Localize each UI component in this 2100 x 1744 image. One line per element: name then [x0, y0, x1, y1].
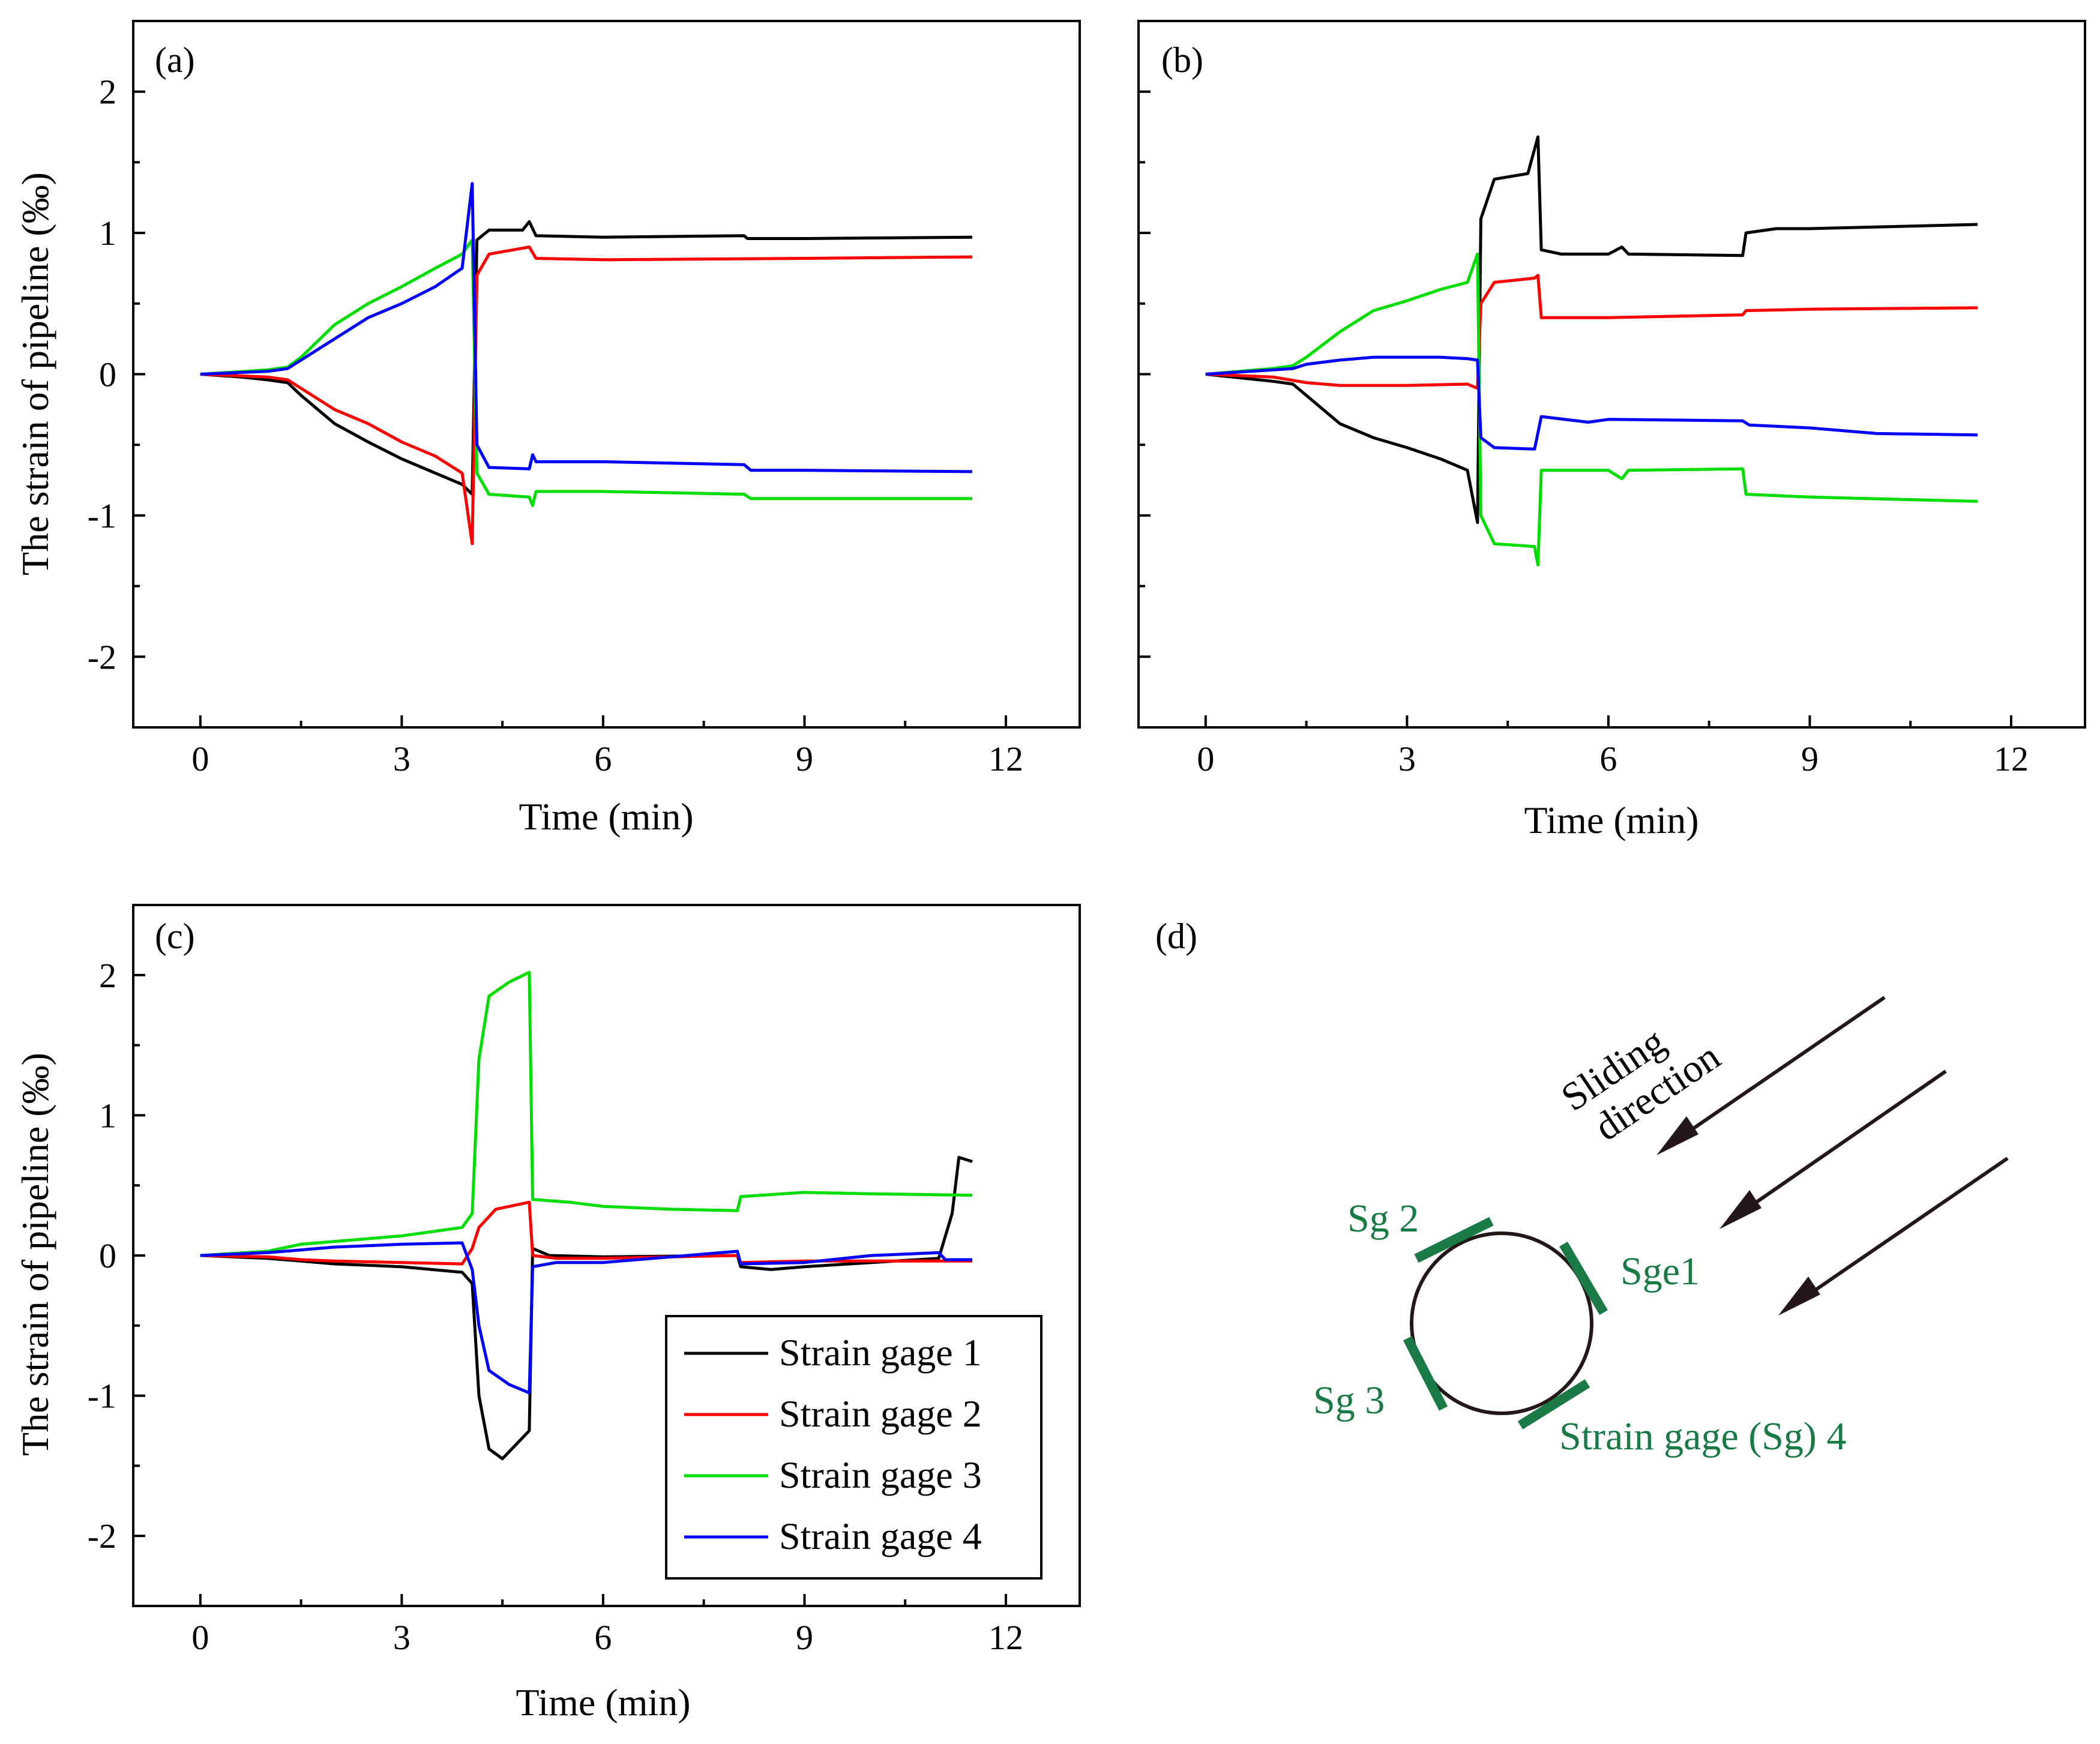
panel-a-plot-frame: [132, 20, 1081, 729]
pipe-cross-section: [1410, 1231, 1593, 1415]
x-tick-label: 9: [796, 1618, 813, 1657]
sliding-direction-label: Sliding direction: [1554, 1020, 1728, 1150]
sliding-arrows: [1656, 996, 2009, 1316]
y-tick-label: 2: [99, 73, 116, 112]
sliding-arrowhead-1: [1656, 1116, 1698, 1155]
series-line-gage-3: [200, 238, 972, 507]
series-line-gage-3: [1205, 252, 1978, 567]
legend-label-4: Strain gage 4: [779, 1515, 982, 1557]
gage-marker-sg3: [1403, 1336, 1448, 1411]
legend-label-2: Strain gage 2: [779, 1392, 982, 1435]
panel-b-chart: 0 3 6 9 12 (b) Time (min): [1137, 20, 2086, 841]
panel-c-x-axis-title: Time (min): [516, 1681, 691, 1724]
x-tick-label: 12: [988, 1618, 1023, 1657]
x-tick-label: 3: [393, 1618, 411, 1657]
panel-a-series-group: [200, 182, 973, 546]
series-line-gage-3: [200, 970, 973, 1257]
y-tick-label: 0: [99, 355, 116, 394]
legend-box: [665, 1315, 1042, 1580]
y-tick-label: 0: [99, 1236, 116, 1275]
x-tick-label: 6: [594, 739, 612, 778]
series-line-gage-1: [200, 220, 973, 496]
legend-label-1: Strain gage 1: [779, 1331, 982, 1374]
x-tick-label: 0: [191, 739, 209, 778]
gage-marker-sg4: [1517, 1379, 1590, 1430]
series-line-gage-4: [200, 182, 973, 474]
gage-marker-sg2: [1414, 1216, 1494, 1263]
panel-c-series-group: [200, 970, 973, 1461]
panel-a-y-axis-title: The strain of pipeline (‰): [14, 172, 56, 576]
panel-b-label: (b): [1161, 40, 1203, 80]
gage-label-sg2: Sg 2: [1347, 1197, 1419, 1240]
x-tick-label: 9: [796, 739, 813, 778]
y-tick-label: -2: [88, 1517, 116, 1556]
gage-label-sg4: Strain gage (Sg) 4: [1559, 1415, 1846, 1458]
y-tick-label: -1: [88, 1377, 116, 1416]
y-tick-label: -1: [88, 496, 116, 535]
panel-d-diagram: (d) Sliding direction Sg 2 Sge1 Sg 3 Str…: [1155, 916, 2009, 1458]
y-tick-label: 1: [99, 214, 116, 253]
gage-marker-sg1: [1559, 1241, 1608, 1316]
panel-d-label: (d): [1155, 916, 1197, 956]
sliding-arrow-3: [1802, 1156, 2009, 1300]
series-line-gage-2: [1205, 274, 1978, 390]
x-tick-label: 3: [1398, 739, 1416, 778]
panel-b-ticks: 0 3 6 9 12: [1139, 90, 2029, 778]
series-line-gage-1: [1205, 135, 1978, 525]
panel-c-legend: Strain gage 1 Strain gage 2 Strain gage …: [665, 1315, 1042, 1580]
x-tick-label: 0: [1197, 739, 1214, 778]
panel-b-series-group: [1205, 135, 1978, 567]
panel-b-plot-frame: [1137, 20, 2086, 729]
gage-label-sg3: Sg 3: [1313, 1379, 1385, 1422]
panel-c-label: (c): [155, 916, 195, 956]
x-tick-label: 12: [1994, 739, 2029, 778]
gage-label-sg1: Sge1: [1620, 1249, 1700, 1293]
panel-b-x-axis-title: Time (min): [1524, 799, 1699, 841]
y-tick-label: -2: [88, 637, 116, 676]
series-line-gage-2: [200, 245, 973, 546]
sliding-arrow-1: [1679, 996, 1886, 1139]
sliding-arrow-2: [1742, 1069, 1947, 1213]
y-tick-label: 1: [99, 1096, 116, 1135]
sliding-arrowhead-3: [1778, 1276, 1820, 1316]
sliding-arrowhead-2: [1719, 1190, 1762, 1229]
x-tick-label: 6: [1599, 739, 1617, 778]
x-tick-label: 0: [191, 1618, 209, 1657]
x-tick-label: 6: [594, 1618, 612, 1657]
x-tick-label: 12: [988, 739, 1023, 778]
panel-a-label: (a): [155, 40, 195, 80]
series-line-gage-2: [200, 1200, 972, 1266]
panel-c-y-axis-title: The strain of pipeline (‰): [14, 1053, 56, 1456]
x-tick-label: 9: [1801, 739, 1819, 778]
series-line-gage-4: [1205, 355, 1978, 451]
legend-label-3: Strain gage 3: [779, 1454, 982, 1496]
y-tick-label: 2: [99, 956, 116, 995]
panel-a-x-axis-title: Time (min): [519, 795, 694, 838]
x-tick-label: 3: [393, 739, 411, 778]
series-line-gage-4: [200, 1241, 972, 1395]
